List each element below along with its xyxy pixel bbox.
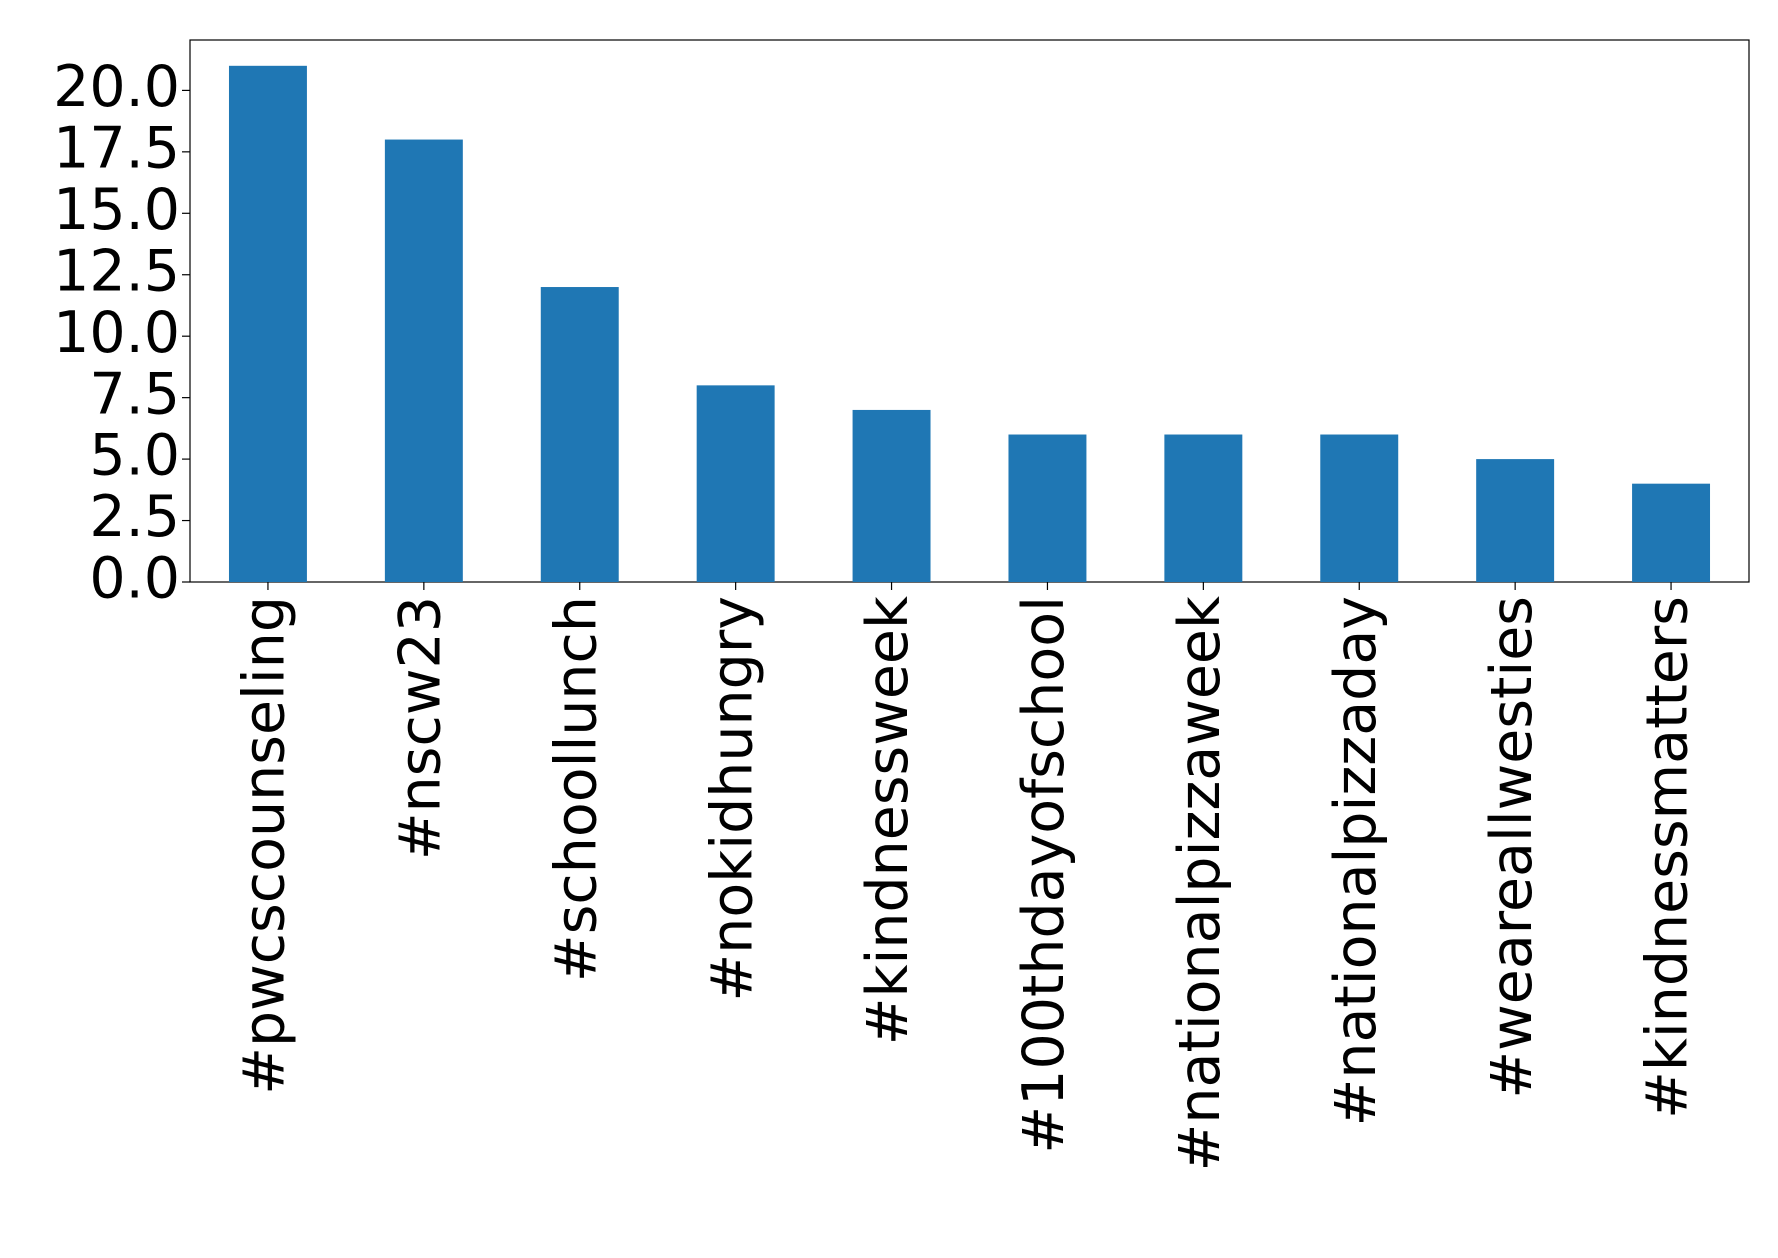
y-tick-label: 15.0 — [53, 177, 180, 243]
y-tick-label: 0.0 — [89, 546, 180, 612]
bar — [228, 65, 307, 583]
bar — [852, 409, 931, 582]
plot-frame — [189, 39, 1750, 583]
bar — [384, 139, 463, 582]
x-tick-label: #kindnessmatters — [1635, 596, 1701, 1119]
y-tick-label: 7.5 — [89, 361, 180, 427]
y-tick-label: 20.0 — [53, 54, 180, 120]
x-tick-label: #nationalpizzaday — [1323, 596, 1389, 1126]
bar — [696, 385, 775, 582]
y-tick-label: 12.5 — [53, 238, 180, 304]
x-tick-label: #100thdayofschool — [1011, 596, 1077, 1154]
bar — [1476, 459, 1555, 582]
x-tick-label: #pwcscounseling — [232, 596, 298, 1095]
x-tick-label: #nationalpizzaweek — [1167, 596, 1233, 1171]
bar — [1164, 434, 1243, 582]
y-tick-label: 17.5 — [53, 115, 180, 181]
x-tick-label: #kindnessweek — [855, 596, 921, 1045]
x-tick-label: #nokidhungry — [699, 596, 765, 1002]
x-tick-label: #nscw23 — [387, 596, 453, 860]
bar — [1632, 483, 1711, 582]
bar — [540, 287, 619, 582]
y-tick-label: 5.0 — [89, 423, 180, 489]
x-tick-label: #schoollunch — [543, 596, 609, 982]
y-tick-label: 10.0 — [53, 300, 180, 366]
bar — [1008, 434, 1087, 582]
x-tick-label: #weareallwesties — [1479, 596, 1545, 1099]
bar — [1320, 434, 1399, 582]
y-tick-label: 2.5 — [89, 484, 180, 550]
